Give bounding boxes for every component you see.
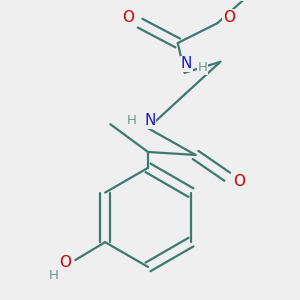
- Text: O: O: [59, 255, 71, 270]
- Text: N: N: [181, 56, 192, 71]
- Text: O: O: [233, 174, 245, 189]
- Text: H: H: [198, 61, 207, 74]
- Text: H: H: [49, 269, 58, 282]
- Text: N: N: [144, 113, 156, 128]
- Text: O: O: [223, 10, 235, 25]
- Text: O: O: [122, 10, 134, 25]
- Text: H: H: [127, 114, 137, 127]
